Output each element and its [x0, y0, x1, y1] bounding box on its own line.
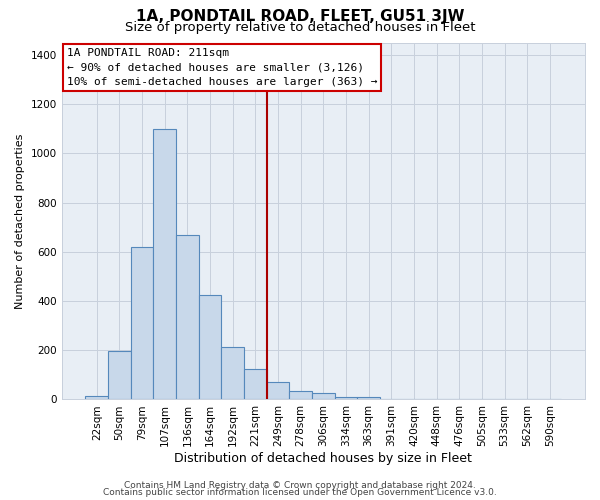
Bar	[154, 128, 176, 400]
Bar	[176, 234, 199, 400]
Bar	[199, 295, 221, 400]
Text: 1A PONDTAIL ROAD: 211sqm
← 90% of detached houses are smaller (3,126)
10% of sem: 1A PONDTAIL ROAD: 211sqm ← 90% of detach…	[67, 48, 377, 88]
Bar	[358, 398, 380, 400]
Text: 1A, PONDTAIL ROAD, FLEET, GU51 3JW: 1A, PONDTAIL ROAD, FLEET, GU51 3JW	[136, 9, 464, 24]
Bar	[289, 392, 312, 400]
X-axis label: Distribution of detached houses by size in Fleet: Distribution of detached houses by size …	[175, 452, 472, 465]
Bar	[244, 368, 266, 400]
Text: Size of property relative to detached houses in Fleet: Size of property relative to detached ho…	[125, 21, 475, 34]
Bar	[266, 382, 289, 400]
Y-axis label: Number of detached properties: Number of detached properties	[15, 134, 25, 308]
Bar	[85, 396, 108, 400]
Bar	[131, 247, 154, 400]
Bar	[221, 346, 244, 400]
Bar	[335, 396, 358, 400]
Text: Contains public sector information licensed under the Open Government Licence v3: Contains public sector information licen…	[103, 488, 497, 497]
Bar	[312, 393, 335, 400]
Text: Contains HM Land Registry data © Crown copyright and database right 2024.: Contains HM Land Registry data © Crown c…	[124, 481, 476, 490]
Bar	[108, 352, 131, 400]
